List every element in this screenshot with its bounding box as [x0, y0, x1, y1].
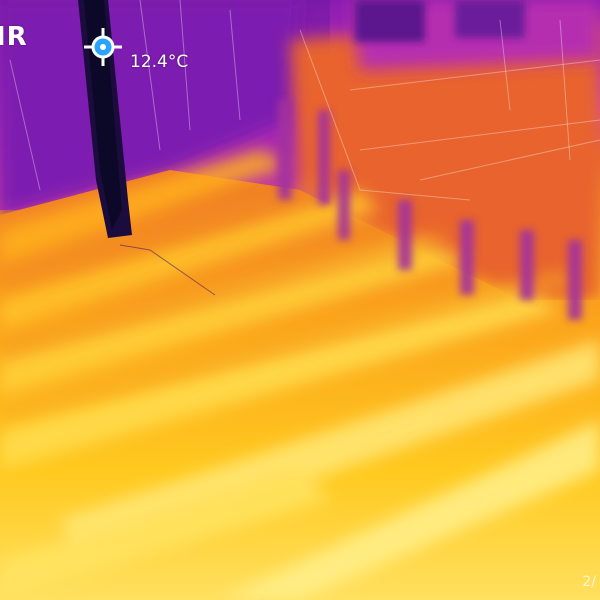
thermal-image [0, 0, 600, 600]
thermal-camera-view: IR 12.4°C 2/ [0, 0, 600, 600]
